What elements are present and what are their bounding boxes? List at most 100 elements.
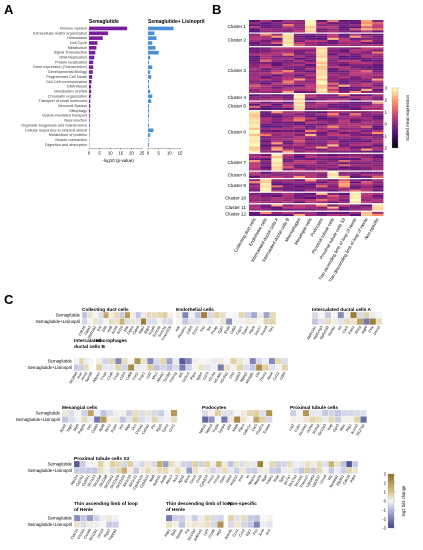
heat-cell [249, 146, 261, 149]
fold-change-cell [341, 409, 348, 417]
gene-label-cdh16: Cdh16 [342, 474, 351, 485]
heat-cell [338, 72, 350, 75]
heat-cell [316, 28, 328, 31]
heat-cell [271, 199, 283, 202]
heat-cell [327, 72, 339, 75]
heat-cell [338, 117, 350, 120]
heat-cell [260, 125, 272, 128]
heat-cell [260, 168, 272, 171]
heat-cell [327, 33, 339, 36]
fold-change-cell [119, 311, 125, 319]
heat-cell [316, 53, 328, 56]
heat-cell [349, 88, 362, 91]
row-label-semaglutide-lisinopril: Semaglutide+Lisinopril [36, 319, 80, 324]
heat-cell [282, 105, 294, 108]
fold-change-cell [61, 416, 69, 423]
heat-cell [327, 78, 339, 81]
fold-change-cell [113, 416, 120, 423]
heat-cell [372, 55, 384, 58]
category-label-mitophagy: Mitophagy [69, 109, 87, 113]
gene-label-spink8: Spink8 [84, 371, 93, 383]
heat-cell [293, 148, 306, 151]
heat-cell [372, 119, 384, 122]
heat-cell [249, 155, 261, 159]
heat-cell [349, 80, 362, 83]
heat-cell [327, 185, 339, 188]
heat-cell [271, 140, 283, 143]
fold-change-cell [351, 467, 359, 474]
heat-cell [293, 53, 306, 56]
gene-label-cd74: Cd74 [202, 371, 210, 380]
heat-cell [282, 189, 294, 192]
panel-label-b: B [212, 2, 221, 17]
heat-cell [293, 153, 306, 157]
heat-cell [338, 49, 350, 52]
heat-cell [260, 175, 272, 179]
category-label-metabolism: Metabolism [68, 46, 87, 50]
fold-change-cell [223, 364, 231, 371]
fold-change-cell [269, 460, 276, 468]
fold-change-cell [331, 318, 338, 325]
heat-cell [349, 175, 362, 179]
heat-cell [361, 148, 373, 151]
fold-change-cell [227, 409, 235, 417]
fold-change-cell [249, 364, 257, 371]
heat-cell [361, 86, 373, 89]
fold-change-cell [73, 467, 81, 474]
heat-cell [249, 96, 261, 99]
heat-cell [282, 44, 294, 47]
heat-cell [372, 49, 384, 52]
heat-cell [305, 33, 317, 36]
heat-cell [327, 107, 339, 111]
heat-cell [372, 113, 384, 116]
heat-cell [305, 63, 317, 67]
bar-semaglutide-lisinopril-developmental-biology [148, 70, 151, 74]
fold-change-cell [83, 357, 90, 365]
heat-cell [271, 24, 283, 27]
heat-cell [305, 28, 317, 31]
fold-change-cell [146, 318, 152, 325]
heat-cell [293, 66, 306, 69]
gene-label-lgals3: Lgals3 [233, 371, 242, 382]
gene-label-acta2: Acta2 [59, 423, 67, 433]
fold-change-cell [156, 460, 163, 468]
heat-cell [271, 194, 283, 198]
heat-cell [372, 144, 384, 147]
heat-cell [293, 127, 306, 130]
heat-cell [260, 153, 272, 157]
heat-cell [271, 125, 283, 128]
bar-semaglutide-transport-of-small-molecules [89, 99, 91, 103]
heat-cell [349, 37, 362, 40]
heat-cell [305, 134, 317, 137]
row-label-semaglutide: Semaglutide [36, 410, 61, 415]
heat-cell [271, 138, 283, 141]
heat-cell [349, 138, 362, 141]
gene-label-slco1a1: Slco1a1 [294, 474, 304, 487]
heat-cell [327, 136, 339, 139]
heat-cell [361, 134, 373, 137]
category-label-protein-localization: Protein localization [55, 60, 87, 64]
heat-cell [316, 22, 328, 25]
heat-cell [338, 187, 350, 190]
gene-label-slc22a8: Slc22a8 [98, 474, 108, 487]
heat-cell [271, 78, 283, 81]
fold-change-cell [227, 521, 235, 528]
heat-cell [327, 179, 339, 182]
heat-cell [349, 28, 362, 31]
gene-label-car2: Car2 [342, 325, 349, 334]
gene-label-akr1c18: Akr1c18 [122, 474, 132, 487]
heat-cell [327, 164, 339, 167]
heat-cell [293, 175, 306, 179]
fold-change-cell [188, 311, 195, 319]
fold-change-cell [159, 364, 167, 371]
heat-cell [327, 30, 339, 33]
gene-label-h2-ab1: H2-Ab1 [213, 371, 223, 384]
heat-cell [271, 160, 283, 163]
fold-change-cell [263, 311, 270, 319]
heat-cell [293, 28, 306, 31]
fold-change-cell [356, 318, 364, 325]
fold-change-cell [164, 409, 171, 417]
heat-cell [316, 70, 328, 73]
fold-change-cell [334, 467, 341, 474]
fold-change-cell [146, 311, 152, 319]
